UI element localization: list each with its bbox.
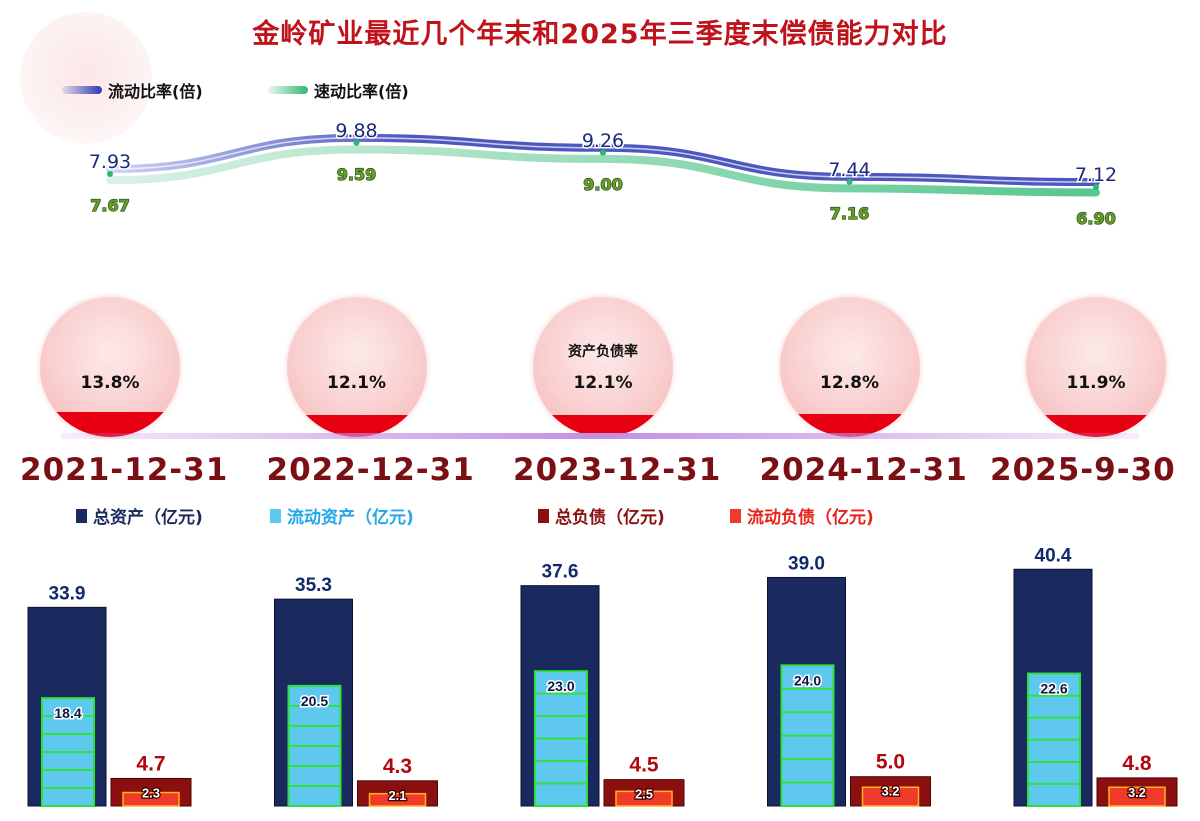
legend-quick-ratio: 速动比率(倍) bbox=[268, 78, 409, 102]
quick-ratio-label: 6.90 bbox=[1076, 209, 1115, 228]
debt-ratio-circle: 资产负债率 12.1% bbox=[533, 297, 673, 437]
legend-total-assets-label: 总资产（亿元) bbox=[93, 508, 203, 528]
current-assets-swatch bbox=[270, 508, 281, 523]
debt-ratio-value: 12.8% bbox=[820, 373, 879, 393]
current-liabilities-label: 2.1 bbox=[388, 788, 406, 803]
debt-ratio-value: 12.1% bbox=[573, 373, 633, 393]
current-assets-label: 18.4 bbox=[54, 705, 81, 721]
debt-ratio-fill bbox=[286, 414, 427, 437]
date-label: 2024-12-31 bbox=[759, 452, 968, 488]
quick-ratio-label: 7.67 bbox=[90, 196, 129, 215]
total-liabilities-label: 4.7 bbox=[136, 752, 165, 775]
ratio-point bbox=[1093, 184, 1099, 190]
debt-ratio-fill bbox=[1026, 415, 1166, 437]
green-line-icon bbox=[268, 86, 308, 94]
current-ratio-label: 7.12 bbox=[1075, 164, 1117, 186]
current-liabilities-bar bbox=[368, 792, 427, 807]
legend-total-assets: 总资产（亿元) bbox=[76, 503, 203, 528]
total-liabilities-swatch bbox=[538, 508, 549, 523]
ratio-line-chart: 7.93 7.67 9.88 9.59 9.26 9.00 7.44 7.16 7.12 6.90 bbox=[87, 120, 1118, 229]
blue-line-icon bbox=[62, 86, 102, 94]
current-assets-label: 22.6 bbox=[1040, 681, 1067, 697]
legend-current-assets: 流动资产（亿元) bbox=[270, 503, 414, 528]
debt-ratio-value: 11.9% bbox=[1066, 373, 1126, 393]
current-liabilities-label: 2.5 bbox=[635, 787, 653, 802]
legend-total-liabilities-label: 总负债（亿元) bbox=[555, 508, 665, 528]
total-assets-label: 33.9 bbox=[49, 583, 86, 604]
current-liabilities-bar bbox=[1108, 786, 1166, 807]
legend-current-ratio: 流动比率(倍) bbox=[62, 78, 203, 102]
total-assets-label: 40.4 bbox=[1035, 545, 1072, 566]
watermark-logo bbox=[20, 12, 152, 144]
current-ratio-line-highlight bbox=[109, 137, 1097, 183]
total-liabilities-label: 5.0 bbox=[876, 751, 905, 774]
current-ratio-label: 7.44 bbox=[828, 159, 870, 181]
date-label: 2023-12-31 bbox=[513, 452, 722, 488]
quick-ratio-label: 7.16 bbox=[830, 204, 869, 223]
legend-current-liabilities: 流动负债（亿元) bbox=[730, 503, 874, 528]
debt-ratio-fill bbox=[40, 411, 180, 437]
ratio-point bbox=[846, 178, 853, 185]
current-ratio-label: 7.93 bbox=[89, 151, 131, 173]
date-label: 2025-9-30 bbox=[990, 452, 1176, 488]
debt-ratio-value: 13.8% bbox=[80, 373, 140, 393]
current-ratio-label: 9.88 bbox=[335, 120, 377, 142]
debt-ratio-circle: 11.9% bbox=[1026, 297, 1166, 437]
debt-ratio-title: 资产负债率 bbox=[568, 344, 638, 360]
date-label: 2021-12-31 bbox=[20, 452, 229, 488]
current-assets-label: 24.0 bbox=[794, 672, 821, 688]
current-liabilities-bar bbox=[615, 790, 673, 807]
date-label: 2022-12-31 bbox=[266, 452, 475, 488]
total-liabilities-label: 4.5 bbox=[629, 754, 659, 777]
current-liabilities-label: 3.2 bbox=[881, 784, 899, 799]
total-assets-label: 39.0 bbox=[788, 553, 825, 574]
debt-ratio-fill bbox=[533, 414, 673, 437]
ratio-point bbox=[353, 139, 360, 146]
debt-ratio-circle: 12.8% bbox=[779, 297, 920, 437]
legend-current-ratio-label: 流动比率(倍) bbox=[108, 82, 203, 101]
total-liabilities-label: 4.8 bbox=[1122, 752, 1152, 775]
total-assets-swatch bbox=[76, 508, 87, 523]
legend-total-liabilities: 总负债（亿元) bbox=[538, 503, 665, 528]
current-liabilities-label: 2.3 bbox=[142, 785, 160, 800]
debt-ratio-fill bbox=[779, 413, 920, 437]
ratio-point bbox=[600, 149, 606, 156]
ratio-point bbox=[107, 171, 113, 178]
current-liabilities-label: 3.2 bbox=[1128, 785, 1146, 800]
debt-ratio-circle: 13.8% bbox=[40, 297, 180, 437]
quick-ratio-label: 9.00 bbox=[583, 175, 622, 194]
current-liabilities-bar bbox=[861, 786, 920, 807]
current-ratio-label: 9.26 bbox=[582, 130, 624, 152]
debt-ratio-value: 12.1% bbox=[327, 373, 386, 393]
chart-title: 金岭矿业最近几个年末和2025年三季度末偿债能力对比 bbox=[252, 19, 948, 50]
quick-ratio-label: 9.59 bbox=[337, 165, 376, 184]
current-assets-label: 23.0 bbox=[547, 678, 574, 694]
legend-current-assets-label: 流动资产（亿元) bbox=[287, 508, 414, 528]
quick-ratio-line bbox=[106, 145, 1100, 197]
current-assets-label: 20.5 bbox=[301, 693, 328, 709]
total-liabilities-label: 4.3 bbox=[383, 755, 412, 778]
current-liabilities-bar bbox=[122, 791, 180, 807]
total-assets-label: 35.3 bbox=[295, 575, 332, 596]
debt-ratio-circle: 12.1% bbox=[286, 297, 427, 437]
total-assets-label: 37.6 bbox=[542, 562, 579, 583]
legend-current-liabilities-label: 流动负债（亿元) bbox=[747, 508, 874, 528]
current-liabilities-swatch bbox=[730, 508, 741, 523]
timeline-bar bbox=[60, 433, 1140, 439]
legend-quick-ratio-label: 速动比率(倍) bbox=[314, 82, 409, 101]
